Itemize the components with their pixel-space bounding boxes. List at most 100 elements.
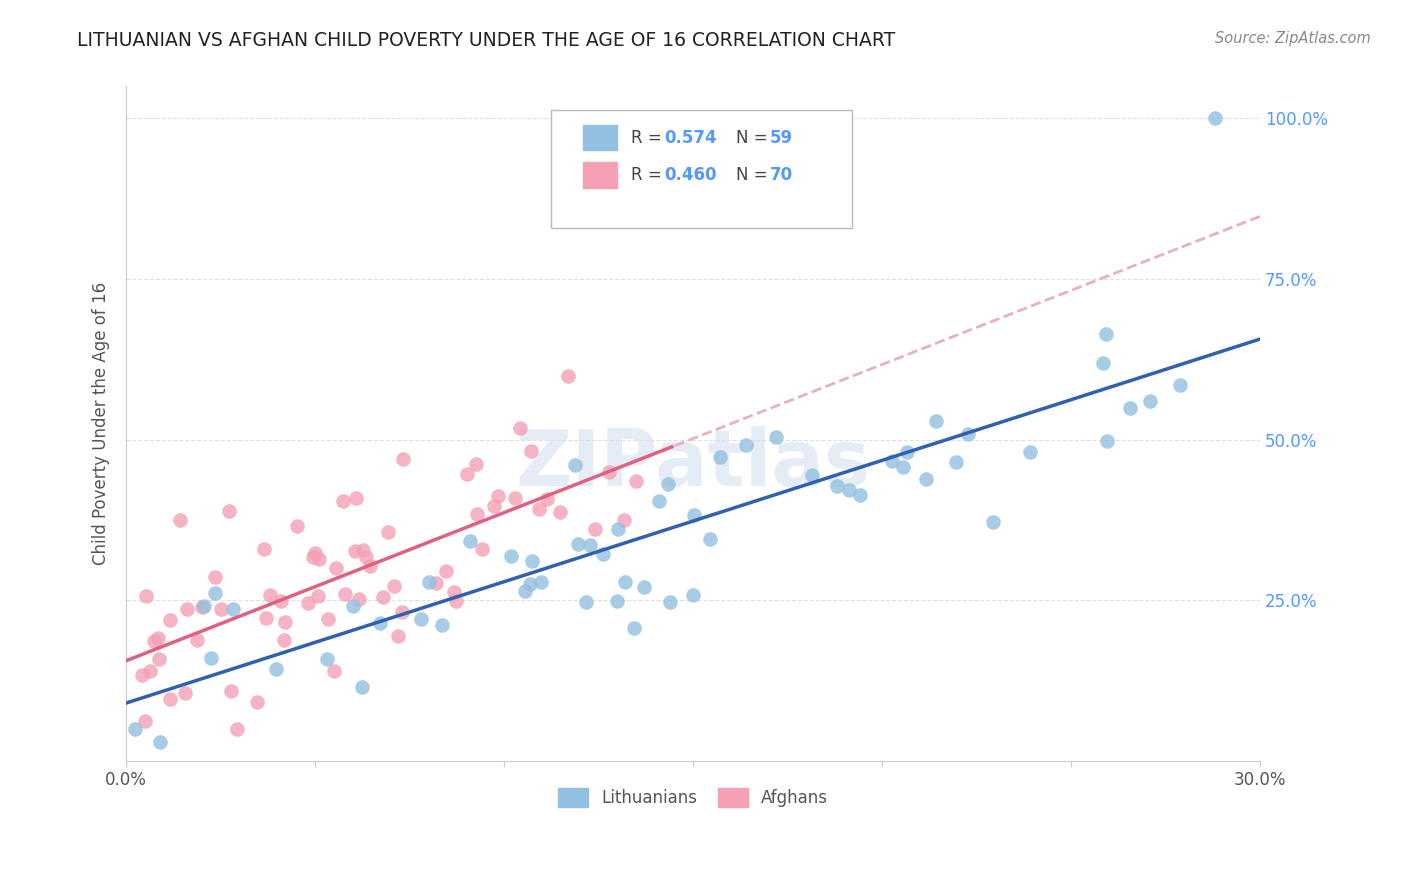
Point — [735, 438, 758, 452]
Point — [274, 615, 297, 629]
Point — [204, 585, 226, 599]
Point — [1095, 434, 1118, 449]
Point — [849, 488, 872, 502]
Point — [387, 629, 409, 643]
Point — [200, 650, 222, 665]
Point — [633, 580, 655, 594]
Point — [527, 502, 550, 516]
Point — [270, 594, 292, 608]
Point — [307, 590, 329, 604]
Point — [409, 612, 432, 626]
Point — [142, 634, 165, 648]
Point — [264, 662, 287, 676]
Point — [254, 611, 277, 625]
Point — [765, 430, 787, 444]
Text: LITHUANIAN VS AFGHAN CHILD POVERTY UNDER THE AGE OF 16 CORRELATION CHART: LITHUANIAN VS AFGHAN CHILD POVERTY UNDER… — [77, 31, 896, 50]
Point — [1018, 445, 1040, 459]
Point — [945, 455, 967, 469]
Point — [583, 522, 606, 536]
Point — [209, 601, 232, 615]
Point — [574, 595, 596, 609]
Point — [391, 451, 413, 466]
Point — [335, 587, 357, 601]
Point — [253, 542, 276, 557]
Point — [135, 589, 157, 603]
Point — [332, 494, 354, 508]
Point — [548, 505, 571, 519]
Point — [501, 549, 523, 564]
Y-axis label: Child Poverty Under the Age of 16: Child Poverty Under the Age of 16 — [93, 282, 110, 566]
Point — [359, 559, 381, 574]
Text: N =: N = — [737, 166, 773, 184]
Point — [801, 468, 824, 483]
Point — [458, 534, 481, 549]
Point — [915, 472, 938, 486]
Point — [647, 493, 669, 508]
Point — [315, 652, 337, 666]
Point — [221, 602, 243, 616]
Point — [503, 491, 526, 506]
FancyBboxPatch shape — [551, 110, 852, 228]
Point — [134, 714, 156, 728]
Point — [657, 477, 679, 491]
Point — [443, 585, 465, 599]
Point — [613, 574, 636, 589]
Point — [193, 599, 215, 613]
Point — [981, 516, 1004, 530]
Text: Source: ZipAtlas.com: Source: ZipAtlas.com — [1215, 31, 1371, 46]
Point — [838, 483, 860, 497]
Point — [699, 532, 721, 546]
Point — [444, 593, 467, 607]
Point — [174, 686, 197, 700]
Point — [1204, 112, 1226, 126]
Point — [709, 450, 731, 464]
Point — [149, 735, 172, 749]
Point — [139, 664, 162, 678]
Point — [456, 467, 478, 481]
Point — [536, 492, 558, 507]
Point — [325, 561, 347, 575]
Point — [371, 590, 394, 604]
Point — [598, 466, 620, 480]
Point — [347, 591, 370, 606]
Text: ZIPatlas: ZIPatlas — [516, 426, 870, 502]
Point — [190, 600, 212, 615]
Point — [302, 549, 325, 564]
Text: R =: R = — [631, 166, 666, 184]
Point — [430, 618, 453, 632]
Text: 70: 70 — [770, 166, 793, 184]
Point — [612, 513, 634, 527]
Point — [956, 426, 979, 441]
Point — [304, 546, 326, 560]
Point — [146, 632, 169, 646]
Point — [1139, 393, 1161, 408]
Text: N =: N = — [737, 128, 773, 146]
Point — [891, 460, 914, 475]
Point — [342, 599, 364, 614]
Point — [434, 564, 457, 578]
Point — [425, 575, 447, 590]
Point — [297, 596, 319, 610]
Point — [391, 605, 413, 619]
Point — [530, 574, 553, 589]
Point — [896, 445, 918, 459]
Point — [169, 513, 191, 527]
Point — [488, 489, 510, 503]
Point — [131, 668, 153, 682]
Point — [368, 615, 391, 630]
Point — [259, 588, 281, 602]
Point — [344, 491, 367, 505]
Point — [1095, 326, 1118, 341]
Point — [482, 499, 505, 513]
Point — [159, 613, 181, 627]
Point — [682, 588, 704, 602]
Point — [308, 551, 330, 566]
Point — [354, 550, 377, 565]
Text: 59: 59 — [770, 128, 793, 146]
Legend: Lithuanians, Afghans: Lithuanians, Afghans — [551, 780, 835, 814]
Point — [1092, 356, 1115, 370]
Point — [623, 622, 645, 636]
Point — [225, 722, 247, 736]
Point — [221, 684, 243, 698]
Point — [465, 457, 488, 471]
